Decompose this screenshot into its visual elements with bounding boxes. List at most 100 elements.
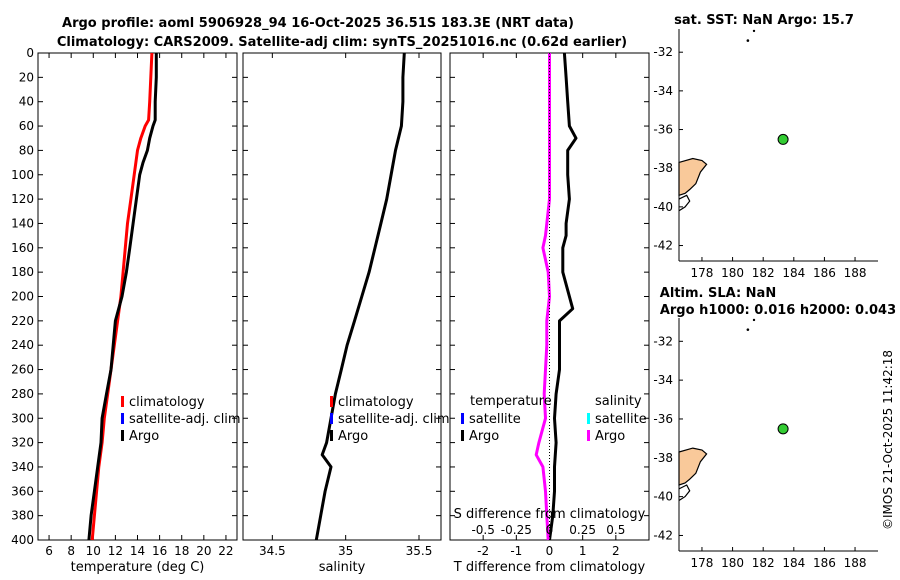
legend-swatch	[330, 396, 333, 407]
legend-label: satellite	[595, 412, 647, 427]
map_sla-xtick-label: 182	[752, 556, 775, 570]
coastline	[678, 484, 691, 502]
imos-credit: ©IMOS 21-Oct-2025 11:42:18	[881, 350, 895, 530]
legend-label: satellite-adj. clim	[129, 412, 241, 427]
depth-tick-label: 180	[11, 265, 34, 279]
temperature-xtick-label: 20	[196, 544, 211, 558]
figure-title-line2: Climatology: CARS2009. Satellite-adj cli…	[57, 35, 627, 50]
legend-swatch	[121, 413, 124, 424]
island-mark	[752, 29, 756, 33]
temperature-xtick-label: 18	[174, 544, 189, 558]
depth-tick-label: 80	[19, 143, 34, 157]
depth-tick-label: 360	[11, 484, 34, 498]
map_sst-xtick-label: 186	[813, 266, 836, 280]
temperature-xtick-label: 8	[67, 544, 75, 558]
argo-position-marker	[777, 133, 789, 145]
depth-tick-label: 140	[11, 216, 34, 230]
temperature-xtick-label: 10	[86, 544, 101, 558]
map_sst-xtick-label: 182	[752, 266, 775, 280]
depth-tick-label: 320	[11, 436, 34, 450]
island-mark	[746, 328, 750, 331]
map_sla-xtick-label: 184	[782, 556, 805, 570]
map_sst-xtick-label: 180	[721, 266, 744, 280]
sla-map-subtitle: Argo h1000: 0.016 h2000: 0.043	[660, 303, 896, 318]
legend-swatch	[461, 413, 464, 424]
legend-label: Argo	[129, 429, 159, 444]
difference-series-salinity-argo	[534, 53, 551, 541]
map_sla-xtick-label: 188	[844, 556, 867, 570]
difference-xtick-label: 2	[612, 544, 620, 558]
legend-label: climatology	[129, 395, 205, 410]
map_sst-ytick-label: -38	[653, 161, 673, 175]
legend-label: Argo	[338, 429, 368, 444]
temperature-xtick-label: 12	[108, 544, 123, 558]
figure-title-line1: Argo profile: aoml 5906928_94 16-Oct-202…	[62, 16, 574, 31]
difference-top-xtick-label: 0.5	[606, 523, 625, 537]
map_sla-xtick-label: 178	[691, 556, 714, 570]
legend-swatch	[587, 430, 590, 441]
sst-map-panel: -32 -34 -36 -38 -40 -42 178 180 182 184 186 188	[653, 29, 878, 280]
legend-label: Argo	[469, 429, 499, 444]
legend-label: Argo	[595, 429, 625, 444]
map_sla-xtick-label: 186	[813, 556, 836, 570]
salinity-axes-box	[242, 52, 442, 541]
depth-tick-label: 380	[11, 509, 34, 523]
map_sla-xtick-label: 180	[721, 556, 744, 570]
legend-swatch	[121, 430, 124, 441]
difference-top-xtick-label: -0.25	[501, 523, 532, 537]
map_sst-ytick-label: -40	[653, 200, 673, 214]
map_sst-xtick-label: 188	[844, 266, 867, 280]
difference-xlabel: T difference from climatology	[453, 560, 646, 575]
depth-tick-label: 120	[11, 192, 34, 206]
temperature-xtick-label: 14	[130, 544, 145, 558]
depth-tick-label: 280	[11, 387, 34, 401]
map_sst-xtick-label: 184	[782, 266, 805, 280]
difference-top-xtick-label: 0	[546, 523, 554, 537]
depth-tick-label: 400	[11, 533, 34, 547]
depth-tick-label: 100	[11, 168, 34, 182]
sla-map-panel: -32 -34 -36 -38 -40 -42 178 180 182 184 186 188	[653, 318, 878, 570]
legend-title: salinity	[595, 394, 642, 409]
legend-swatch	[587, 413, 590, 424]
island-mark	[746, 39, 750, 42]
temperature-xlabel: temperature (deg C)	[71, 560, 205, 575]
legend-swatch	[330, 430, 333, 441]
temperature-xtick-label: 6	[45, 544, 53, 558]
map_sst-ytick-label: -34	[653, 84, 673, 98]
map_sla-ytick-label: -32	[653, 334, 673, 348]
temperature-xtick-label: 16	[152, 544, 167, 558]
temperature-xtick-label: 22	[218, 544, 233, 558]
map_sla-ytick-label: -34	[653, 373, 673, 387]
salinity-series-argo	[314, 52, 406, 541]
argo-position-marker	[777, 423, 789, 435]
legend-title: temperature	[470, 394, 552, 409]
salinity-xlabel: salinity	[319, 560, 366, 575]
legend-label: satellite	[469, 412, 521, 427]
depth-tick-label: 0	[26, 46, 34, 60]
depth-tick-label: 60	[19, 119, 34, 133]
salinity-xtick-label: 35	[338, 544, 353, 558]
salinity-xtick-label: 35.5	[406, 544, 433, 558]
map_sla-ytick-label: -36	[653, 412, 673, 426]
depth-tick-label: 240	[11, 338, 34, 352]
difference-top-xtick-label: -0.5	[471, 523, 494, 537]
temperature-panel: 6 8 10 12 14 16 18 20 22020406080100120140160180…	[11, 46, 241, 575]
island-mark	[752, 318, 756, 322]
map_sst-ytick-label: -42	[653, 239, 673, 253]
salinity-xtick-label: 34.5	[259, 544, 286, 558]
sla-map-title: Altim. SLA: NaN	[660, 286, 776, 301]
temperature-series-argo	[87, 53, 158, 541]
difference-top-xtick-label: 0.25	[569, 523, 596, 537]
depth-tick-label: 260	[11, 363, 34, 377]
coastline	[678, 194, 691, 212]
difference-panel: -2 -1 0 1 2 T difference from climatology S di…	[449, 52, 650, 575]
depth-tick-label: 300	[11, 411, 34, 425]
map_sla-ytick-label: -42	[653, 528, 673, 542]
legend-label: satellite-adj. clim	[338, 412, 450, 427]
difference-series-temperature-argo	[548, 52, 578, 541]
depth-tick-label: 40	[19, 95, 34, 109]
legend-swatch	[461, 430, 464, 441]
depth-tick-label: 340	[11, 460, 34, 474]
map_sla-ytick-label: -38	[653, 451, 673, 465]
